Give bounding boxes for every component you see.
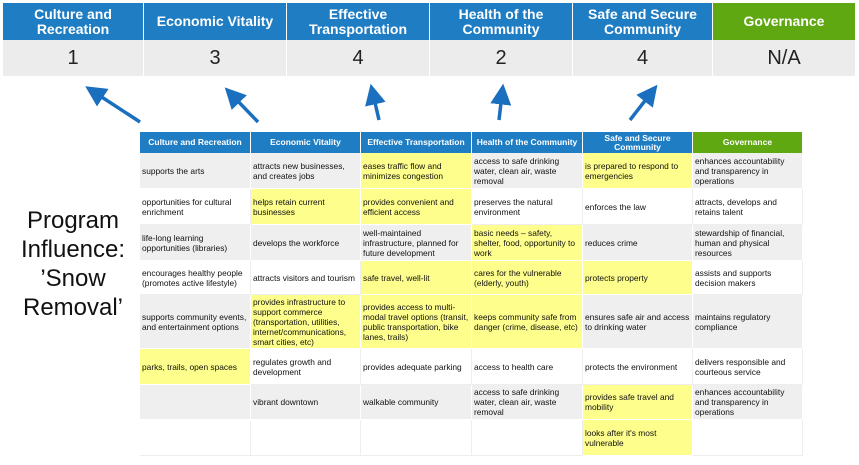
table-cell: access to safe drinking water, clean air…	[472, 385, 583, 420]
table-cell: looks after it's most vulnerable	[583, 420, 693, 456]
arrow-economic	[224, 87, 260, 124]
table-cell: keeps community safe from danger (crime,…	[472, 295, 583, 349]
table-cell: eases traffic flow and minimizes congest…	[361, 153, 472, 189]
score-culture: 1	[3, 40, 144, 76]
table-cell: helps retain current businesses	[251, 189, 361, 225]
table-cell: protects property	[583, 261, 693, 295]
table-cell: develops the workforce	[251, 225, 361, 261]
summary-header-health: Health of the Community	[430, 3, 573, 40]
table-cell: provides convenient and efficient access	[361, 189, 472, 225]
table-cell: preserves the natural environment	[472, 189, 583, 225]
arrow-culture	[85, 86, 141, 124]
table-cell: stewardship of financial, human and phys…	[693, 225, 803, 261]
table-cell: walkable community	[361, 385, 472, 420]
table-header-economic: Economic Vitality	[251, 132, 361, 153]
arrow-safe	[628, 84, 658, 122]
table-cell: enforces the law	[583, 189, 693, 225]
table-cell: attracts new businesses, and creates job…	[251, 153, 361, 189]
summary-header-culture: Culture and Recreation	[3, 3, 144, 40]
table-cell: enhances accountability and transparency…	[693, 385, 803, 420]
score-governance: N/A	[713, 40, 856, 76]
score-transportation: 4	[287, 40, 430, 76]
table-header-safe: Safe and Secure Community	[583, 132, 693, 153]
table-header-culture: Culture and Recreation	[140, 132, 251, 153]
influence-table: Culture and Recreation Economic Vitality…	[140, 132, 803, 456]
table-cell: basic needs – safety, shelter, food, opp…	[472, 225, 583, 261]
summary-header-economic: Economic Vitality	[144, 3, 287, 40]
table-cell	[251, 420, 361, 456]
table-header-transportation: Effective Transportation	[361, 132, 472, 153]
score-economic: 3	[144, 40, 287, 76]
table-cell	[361, 420, 472, 456]
table-header-health: Health of the Community	[472, 132, 583, 153]
table-cell	[472, 420, 583, 456]
table-cell: provides access to multi-modal travel op…	[361, 295, 472, 349]
table-cell: provides safe travel and mobility	[583, 385, 693, 420]
table-cell: delivers responsible and courteous servi…	[693, 349, 803, 385]
table-cell: safe travel, well-lit	[361, 261, 472, 295]
arrow-transportation	[365, 83, 386, 121]
score-safe: 4	[573, 40, 713, 76]
table-cell: reduces crime	[583, 225, 693, 261]
table-cell: opportunities for cultural enrichment	[140, 189, 251, 225]
table-cell	[693, 420, 803, 456]
table-cell: attracts, develops and retains talent	[693, 189, 803, 225]
summary-header-governance: Governance	[713, 3, 856, 40]
summary-scores: Culture and Recreation Economic Vitality…	[3, 3, 856, 76]
arrow-health	[490, 83, 512, 121]
summary-header-safe: Safe and Secure Community	[573, 3, 713, 40]
table-cell: supports community events, and entertain…	[140, 295, 251, 349]
table-cell: provides infrastructure to support comme…	[251, 295, 361, 349]
score-health: 2	[430, 40, 573, 76]
table-cell: attracts visitors and tourism	[251, 261, 361, 295]
table-cell: supports the arts	[140, 153, 251, 189]
table-cell: protects the environment	[583, 349, 693, 385]
table-cell: parks, trails, open spaces	[140, 349, 251, 385]
table-cell: well-maintained infrastructure, planned …	[361, 225, 472, 261]
table-cell	[140, 420, 251, 456]
table-cell: is prepared to respond to emergencies	[583, 153, 693, 189]
program-influence-label: Program Influence: ’Snow Removal’	[20, 207, 126, 321]
table-cell: provides adequate parking	[361, 349, 472, 385]
table-cell: regulates growth and development	[251, 349, 361, 385]
table-cell: ensures safe air and access to drinking …	[583, 295, 693, 349]
table-cell: assists and supports decision makers	[693, 261, 803, 295]
table-cell: vibrant downtown	[251, 385, 361, 420]
table-cell: access to safe drinking water, clean air…	[472, 153, 583, 189]
table-cell: enhances accountability and transparency…	[693, 153, 803, 189]
table-cell: encourages healthy people (promotes acti…	[140, 261, 251, 295]
table-cell: cares for the vulnerable (elderly, youth…	[472, 261, 583, 295]
table-cell: access to health care	[472, 349, 583, 385]
table-cell: maintains regulatory compliance	[693, 295, 803, 349]
summary-header-transportation: Effective Transportation	[287, 3, 430, 40]
table-cell	[140, 385, 251, 420]
table-header-governance: Governance	[693, 132, 803, 153]
table-cell: life-long learning opportunities (librar…	[140, 225, 251, 261]
